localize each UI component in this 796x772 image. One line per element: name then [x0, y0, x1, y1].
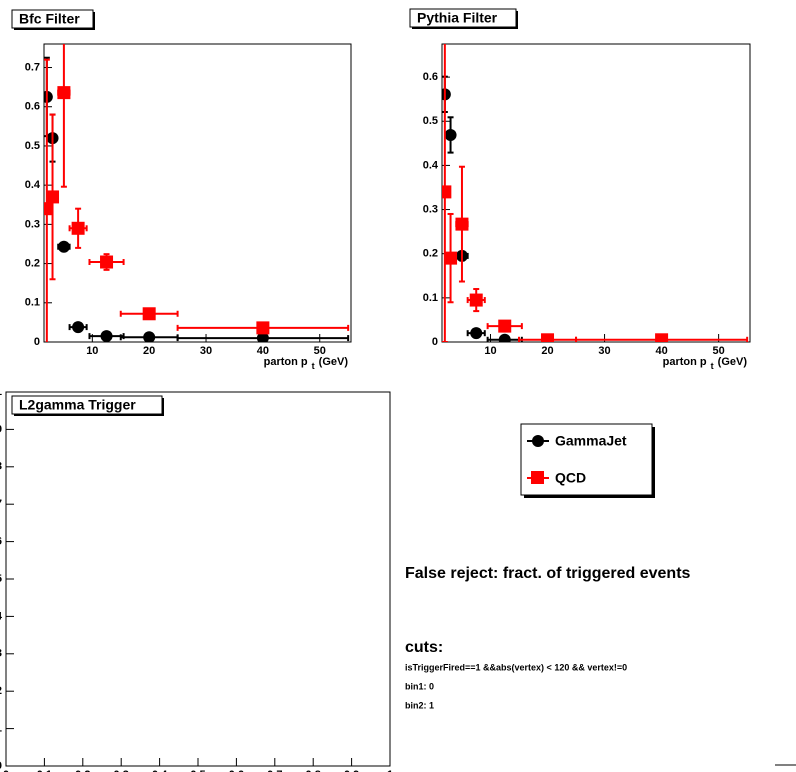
point — [469, 293, 483, 307]
y-tick-label: 0.2 — [0, 685, 2, 697]
x-tick-label: 20 — [541, 345, 553, 357]
y-tick-label: 0 — [432, 336, 438, 348]
y-tick-label: 0.7 — [25, 61, 40, 73]
y-tick-label: 0.4 — [25, 179, 41, 191]
point — [46, 190, 60, 204]
plot-frame — [43, 43, 352, 343]
x-label-sub: t — [312, 361, 315, 371]
x-tick-label: 0.8 — [306, 769, 321, 772]
legend-label: QCD — [555, 470, 586, 486]
plot-area — [44, 44, 350, 342]
point — [142, 307, 156, 321]
x-tick-label: 0.6 — [229, 769, 244, 772]
x-label-unit: (GeV) — [718, 356, 748, 368]
y-tick-label: 0 — [34, 336, 40, 348]
y-tick-label: 0.4 — [423, 159, 439, 171]
y-tick-label: 0.7 — [0, 498, 2, 510]
x-tick-label: 50 — [314, 345, 326, 357]
x-tick-label: 0.5 — [190, 769, 205, 772]
x-label-sub: t — [711, 361, 714, 371]
chart-title: Pythia Filter — [417, 10, 498, 26]
chart-title: L2gamma Trigger — [19, 397, 136, 413]
legend-marker — [531, 471, 544, 484]
x-label-unit: (GeV) — [319, 356, 349, 368]
x-tick-label: 0.7 — [267, 769, 282, 772]
x-tick-label: 10 — [484, 345, 496, 357]
x-tick-label: 10 — [86, 345, 98, 357]
y-tick-label: 0.1 — [423, 292, 438, 304]
title-box — [409, 8, 517, 28]
y-tick-label: 0.6 — [0, 536, 2, 548]
y-tick-label: 0.2 — [25, 257, 40, 269]
x-tick-label: 0 — [3, 769, 9, 772]
y-tick-label: 0.6 — [25, 101, 40, 113]
point — [143, 331, 156, 342]
point — [100, 330, 113, 342]
point — [455, 217, 469, 231]
point — [256, 332, 269, 342]
y-tick-label: 1 — [0, 386, 2, 398]
chart-title: Bfc Filter — [19, 11, 80, 27]
x-tick-label: 0.2 — [75, 769, 90, 772]
point — [57, 86, 71, 100]
x-tick-label: 30 — [200, 345, 212, 357]
legend-marker — [532, 435, 544, 447]
point — [444, 251, 458, 265]
point — [44, 202, 54, 216]
x-tick-label: 40 — [257, 345, 269, 357]
y-tick-label: 0.1 — [0, 723, 2, 735]
y-tick-label: 0.1 — [25, 297, 40, 309]
point — [57, 240, 70, 253]
legend-label: GammaJet — [555, 433, 627, 449]
y-tick-label: 0.5 — [0, 573, 2, 585]
x-tick-label: 20 — [143, 345, 155, 357]
note-line: bin2: 1 — [405, 700, 434, 710]
point — [470, 327, 483, 340]
y-tick-label: 0.5 — [25, 140, 40, 152]
point — [498, 333, 511, 342]
y-tick-label: 0.2 — [423, 248, 438, 260]
note-heading: False reject: fract. of triggered events — [405, 565, 691, 582]
x-tick-label: 50 — [713, 345, 725, 357]
title-box — [11, 9, 94, 29]
y-tick-label: 0.3 — [0, 648, 2, 660]
point — [256, 321, 270, 335]
x-tick-label: 0.9 — [344, 769, 359, 772]
note-cuts: cuts: — [405, 639, 443, 656]
x-axis-label: parton p t (GeV) — [663, 356, 748, 371]
x-tick-label: 1 — [387, 769, 393, 772]
x-tick-label: 0.1 — [37, 769, 52, 772]
point — [498, 319, 512, 333]
note-line: bin1: 0 — [405, 681, 434, 691]
plot-area — [442, 44, 749, 342]
y-tick-label: 0.5 — [423, 115, 438, 127]
x-label-text: parton p — [264, 356, 308, 368]
plot-frame — [5, 391, 391, 767]
y-tick-label: 0.4 — [0, 610, 3, 622]
point — [442, 185, 452, 199]
x-tick-label: 0.4 — [152, 769, 168, 772]
point — [72, 321, 85, 334]
y-tick-label: 0 — [0, 760, 2, 772]
point — [541, 333, 555, 342]
title-box — [11, 395, 163, 415]
note-line: isTriggerFired==1 &&abs(vertex) < 120 &&… — [405, 662, 627, 672]
y-tick-label: 0.6 — [423, 71, 438, 83]
point — [71, 221, 85, 235]
point — [655, 333, 669, 342]
y-tick-label: 0.9 — [0, 423, 2, 435]
x-tick-label: 0.3 — [114, 769, 129, 772]
x-tick-label: 40 — [655, 345, 667, 357]
plot-frame — [441, 43, 751, 343]
x-tick-label: 30 — [598, 345, 610, 357]
point — [444, 128, 457, 141]
point — [100, 255, 114, 269]
x-axis-label: parton p t (GeV) — [264, 356, 349, 371]
x-label-text: parton p — [663, 356, 707, 368]
y-tick-label: 0.3 — [423, 203, 438, 215]
y-tick-label: 0.8 — [0, 461, 2, 473]
y-tick-label: 0.3 — [25, 218, 40, 230]
